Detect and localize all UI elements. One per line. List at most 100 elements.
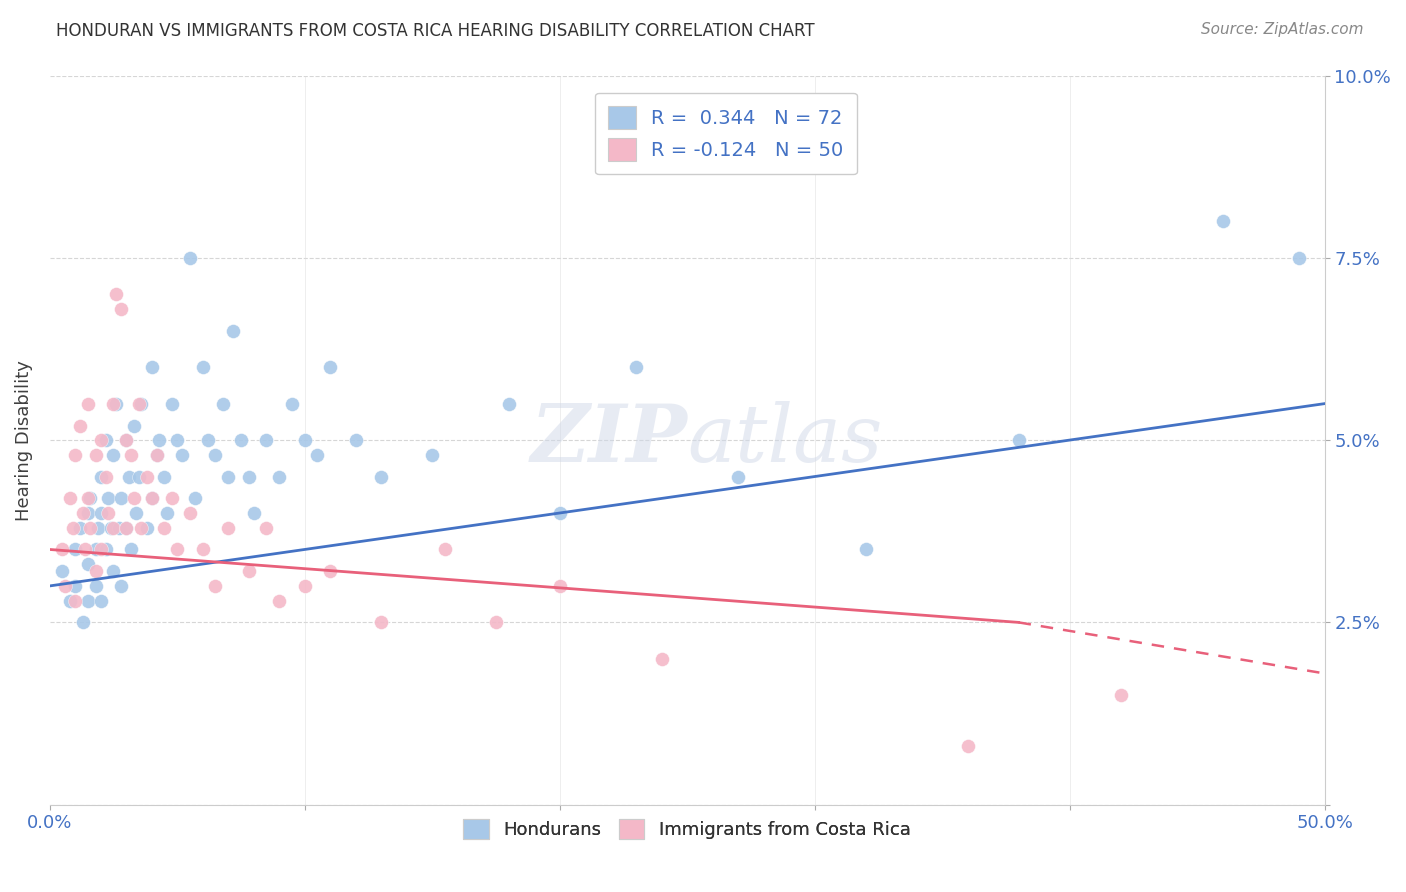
Point [269, 593, 291, 607]
Point [90, 506, 112, 520]
Point [197, 433, 219, 447]
Point [87, 520, 110, 534]
Point [204, 579, 226, 593]
Point [294, 433, 316, 447]
Point [103, 448, 125, 462]
Point [122, 491, 145, 506]
Point [62, 520, 84, 534]
Point [103, 565, 125, 579]
Point [103, 520, 125, 534]
Point [63, 579, 86, 593]
Point [110, 491, 132, 506]
Point [1212, 214, 1234, 228]
Point [72, 615, 94, 630]
Point [254, 433, 277, 447]
Point [104, 287, 127, 301]
Point [548, 579, 571, 593]
Point [855, 542, 877, 557]
Point [131, 397, 153, 411]
Point [84, 542, 107, 557]
Point [548, 506, 571, 520]
Point [59, 593, 82, 607]
Point [145, 448, 167, 462]
Point [97, 506, 120, 520]
Legend: Hondurans, Immigrants from Costa Rica: Hondurans, Immigrants from Costa Rica [456, 812, 918, 847]
Point [103, 397, 125, 411]
Point [148, 433, 170, 447]
Point [131, 520, 153, 534]
Point [319, 360, 342, 375]
Point [51, 565, 73, 579]
Point [115, 520, 138, 534]
Point [110, 579, 132, 593]
Point [498, 397, 520, 411]
Point [59, 491, 82, 506]
Point [94, 469, 117, 483]
Point [97, 491, 120, 506]
Point [229, 433, 252, 447]
Point [115, 433, 138, 447]
Point [141, 360, 163, 375]
Point [1288, 251, 1310, 265]
Point [307, 448, 329, 462]
Point [100, 520, 122, 534]
Y-axis label: Hearing Disability: Hearing Disability [15, 359, 32, 521]
Point [122, 418, 145, 433]
Point [63, 448, 86, 462]
Point [370, 615, 392, 630]
Point [624, 360, 647, 375]
Point [485, 615, 508, 630]
Point [254, 520, 277, 534]
Point [90, 593, 112, 607]
Point [238, 469, 260, 483]
Point [120, 448, 142, 462]
Point [204, 448, 226, 462]
Point [166, 433, 188, 447]
Text: Source: ZipAtlas.com: Source: ZipAtlas.com [1201, 22, 1364, 37]
Point [153, 520, 176, 534]
Point [242, 506, 264, 520]
Point [179, 251, 201, 265]
Point [153, 469, 176, 483]
Point [63, 593, 86, 607]
Point [53, 579, 76, 593]
Point [433, 542, 456, 557]
Point [84, 448, 107, 462]
Point [104, 397, 127, 411]
Point [370, 469, 392, 483]
Point [294, 579, 316, 593]
Point [79, 520, 101, 534]
Point [120, 542, 142, 557]
Text: atlas: atlas [688, 401, 883, 479]
Point [956, 739, 979, 754]
Point [420, 448, 443, 462]
Point [90, 542, 112, 557]
Point [141, 491, 163, 506]
Point [1007, 433, 1029, 447]
Point [319, 565, 342, 579]
Point [84, 579, 107, 593]
Point [77, 397, 100, 411]
Point [135, 520, 157, 534]
Point [84, 565, 107, 579]
Point [727, 469, 749, 483]
Point [63, 542, 86, 557]
Point [72, 506, 94, 520]
Point [69, 418, 91, 433]
Point [110, 301, 132, 316]
Text: HONDURAN VS IMMIGRANTS FROM COSTA RICA HEARING DISABILITY CORRELATION CHART: HONDURAN VS IMMIGRANTS FROM COSTA RICA H… [56, 22, 815, 40]
Point [222, 324, 245, 338]
Point [145, 448, 167, 462]
Point [160, 491, 183, 506]
Point [128, 469, 150, 483]
Point [94, 433, 117, 447]
Text: ZIP: ZIP [530, 401, 688, 479]
Point [172, 448, 194, 462]
Point [160, 397, 183, 411]
Point [90, 433, 112, 447]
Point [238, 565, 260, 579]
Point [191, 542, 214, 557]
Point [94, 542, 117, 557]
Point [77, 506, 100, 520]
Point [79, 491, 101, 506]
